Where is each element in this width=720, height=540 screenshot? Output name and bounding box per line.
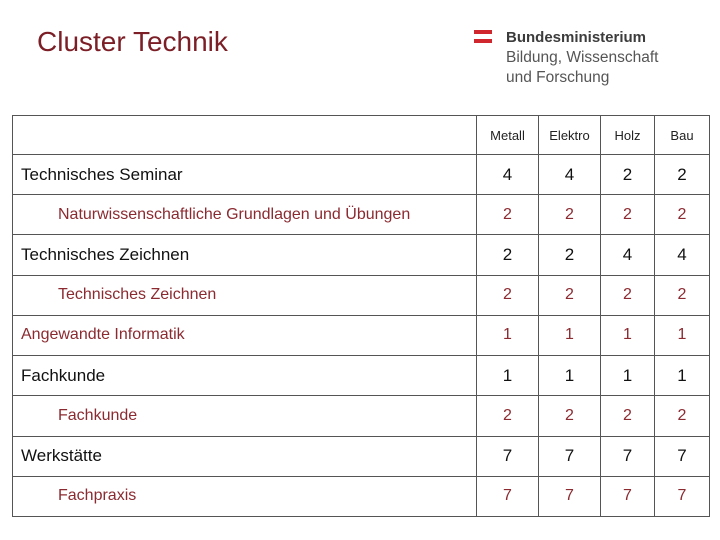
value-metall: 7 xyxy=(476,435,539,477)
value-elektro: 2 xyxy=(538,395,601,437)
value-holz: 1 xyxy=(600,355,655,397)
slide-title: Cluster Technik xyxy=(37,26,228,57)
value-metall: 7 xyxy=(476,475,539,518)
table-row: Werkstätte 7 7 7 7 xyxy=(12,435,710,477)
value-holz: 1 xyxy=(600,314,655,357)
value-elektro: 1 xyxy=(538,314,601,357)
table-header-row: Metall Elektro Holz Bau xyxy=(12,115,710,155)
value-bau: 2 xyxy=(654,395,710,437)
value-holz: 7 xyxy=(600,475,655,518)
value-elektro: 2 xyxy=(538,234,601,276)
logo-line-3: und Forschung xyxy=(506,69,610,86)
subject-name: Naturwissenschaftliche Grundlagen und Üb… xyxy=(12,194,477,236)
value-metall: 4 xyxy=(476,153,539,196)
table-row: Fachpraxis 7 7 7 7 xyxy=(12,475,710,518)
value-elektro: 7 xyxy=(538,435,601,477)
value-elektro: 2 xyxy=(538,274,601,316)
logo-line-2: Bildung, Wissenschaft xyxy=(506,49,659,66)
value-metall: 2 xyxy=(476,274,539,316)
value-bau: 7 xyxy=(654,435,710,477)
value-metall: 2 xyxy=(476,234,539,276)
header-bau: Bau xyxy=(654,115,710,155)
subject-name: Technisches Zeichnen xyxy=(12,274,477,316)
subject-name: Technisches Zeichnen xyxy=(12,234,477,276)
logo-flag-bar-bottom xyxy=(474,39,492,43)
value-bau: 1 xyxy=(654,355,710,397)
value-bau: 2 xyxy=(654,274,710,316)
value-holz: 2 xyxy=(600,153,655,196)
value-bau: 2 xyxy=(654,153,710,196)
header-holz: Holz xyxy=(600,115,655,155)
header-metall: Metall xyxy=(476,115,539,155)
value-holz: 4 xyxy=(600,234,655,276)
value-metall: 2 xyxy=(476,194,539,236)
header-elektro: Elektro xyxy=(538,115,601,155)
table-row: Technisches Zeichnen 2 2 4 4 xyxy=(12,234,710,276)
subject-name: Fachkunde xyxy=(12,355,477,397)
value-bau: 7 xyxy=(654,475,710,518)
subject-name: Werkstätte xyxy=(12,435,477,477)
value-elektro: 7 xyxy=(538,475,601,518)
table-row: Fachkunde 2 2 2 2 xyxy=(12,395,710,437)
value-elektro: 4 xyxy=(538,153,601,196)
table-row: Technisches Zeichnen 2 2 2 2 xyxy=(12,274,710,316)
hours-table: Metall Elektro Holz Bau Technisches Semi… xyxy=(12,115,710,518)
logo-text: Bundesministerium Bildung, Wissenschaft … xyxy=(506,28,706,88)
value-holz: 2 xyxy=(600,274,655,316)
value-bau: 1 xyxy=(654,314,710,357)
value-holz: 7 xyxy=(600,435,655,477)
value-metall: 1 xyxy=(476,314,539,357)
table-row: Fachkunde 1 1 1 1 xyxy=(12,355,710,397)
value-bau: 4 xyxy=(654,234,710,276)
subject-name: Fachpraxis xyxy=(12,475,477,518)
subject-name: Fachkunde xyxy=(12,395,477,437)
value-bau: 2 xyxy=(654,194,710,236)
value-holz: 2 xyxy=(600,194,655,236)
value-elektro: 1 xyxy=(538,355,601,397)
value-metall: 1 xyxy=(476,355,539,397)
table-row: Angewandte Informatik 1 1 1 1 xyxy=(12,314,710,357)
value-metall: 2 xyxy=(476,395,539,437)
subject-name: Angewandte Informatik xyxy=(12,314,477,357)
logo-flag-bar-top xyxy=(474,30,492,34)
subject-name: Technisches Seminar xyxy=(12,153,477,196)
table-row: Technisches Seminar 4 4 2 2 xyxy=(12,153,710,196)
value-holz: 2 xyxy=(600,395,655,437)
table-row: Naturwissenschaftliche Grundlagen und Üb… xyxy=(12,194,710,236)
logo-line-1: Bundesministerium xyxy=(506,29,647,46)
value-elektro: 2 xyxy=(538,194,601,236)
header-subject xyxy=(12,115,477,155)
